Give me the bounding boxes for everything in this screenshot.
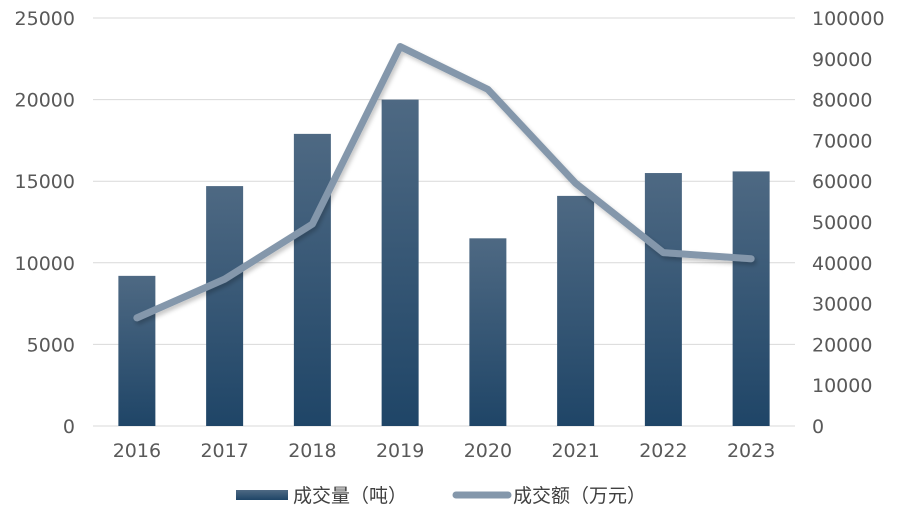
- bar-series: [118, 99, 770, 426]
- x-axis-tick-label: 2022: [639, 440, 687, 462]
- right-axis-tick-label: 60000: [812, 171, 872, 193]
- bar-2019: [381, 99, 419, 426]
- bar-2021: [557, 195, 595, 426]
- x-axis-tick-label: 2023: [727, 440, 775, 462]
- right-axis-tick-label: 100000: [812, 8, 885, 30]
- bar-2017: [206, 186, 244, 426]
- x-axis-tick-label: 2016: [113, 440, 161, 462]
- right-axis-tick-label: 30000: [812, 294, 872, 316]
- right-axis-tick-label: 40000: [812, 253, 872, 275]
- right-axis-tick-label: 50000: [812, 212, 872, 234]
- x-axis-tick-label: 2017: [200, 440, 248, 462]
- right-axis-tick-label: 0: [812, 416, 824, 438]
- line-point-2021: [575, 182, 577, 184]
- right-axis-tick-label: 10000: [812, 375, 872, 397]
- legend-label-line: 成交额（万元）: [513, 485, 646, 507]
- line-point-2017: [224, 278, 226, 280]
- gridlines: [93, 17, 795, 427]
- bar-2020: [469, 238, 507, 426]
- x-axis-ticks: 2016 2017 2018 2019 2020 2021 2022 2023: [113, 440, 776, 462]
- right-axis-tick-label: 90000: [812, 49, 872, 71]
- line-point-2023: [750, 258, 752, 260]
- line-point-2020: [487, 88, 489, 90]
- line-point-2022: [662, 252, 664, 254]
- bar-2016: [118, 275, 156, 426]
- line-point-2018: [311, 223, 313, 225]
- left-axis-tick-label: 20000: [15, 90, 75, 112]
- bar-2022: [644, 173, 682, 426]
- x-axis-tick-label: 2020: [464, 440, 512, 462]
- left-axis-tick-label: 25000: [15, 8, 75, 30]
- legend-swatch-bar: [236, 490, 288, 500]
- x-axis-tick-label: 2019: [376, 440, 424, 462]
- legend-label-bar: 成交量（吨）: [293, 485, 407, 507]
- right-axis-ticks: 0 10000 20000 30000 40000 50000 60000 70000 8000…: [812, 8, 885, 438]
- left-axis-tick-label: 10000: [15, 253, 75, 275]
- line-point-2016: [136, 317, 138, 319]
- left-axis-tick-label: 5000: [27, 334, 75, 356]
- bar-2023: [732, 171, 770, 426]
- left-axis-ticks: 0 5000 10000 15000 20000 25000: [15, 8, 75, 438]
- x-axis-tick-label: 2018: [288, 440, 336, 462]
- legend: 成交量（吨） 成交额（万元）: [236, 485, 646, 507]
- line-point-2019: [399, 46, 401, 48]
- left-axis-tick-label: 15000: [15, 171, 75, 193]
- right-axis-tick-label: 70000: [812, 130, 872, 152]
- left-axis-tick-label: 0: [63, 416, 75, 438]
- x-axis-tick-label: 2021: [551, 440, 599, 462]
- right-axis-tick-label: 80000: [812, 90, 872, 112]
- line-amount: [133, 43, 755, 322]
- line-series: [133, 43, 755, 322]
- bar-2018: [293, 133, 331, 426]
- right-axis-tick-label: 20000: [812, 334, 872, 356]
